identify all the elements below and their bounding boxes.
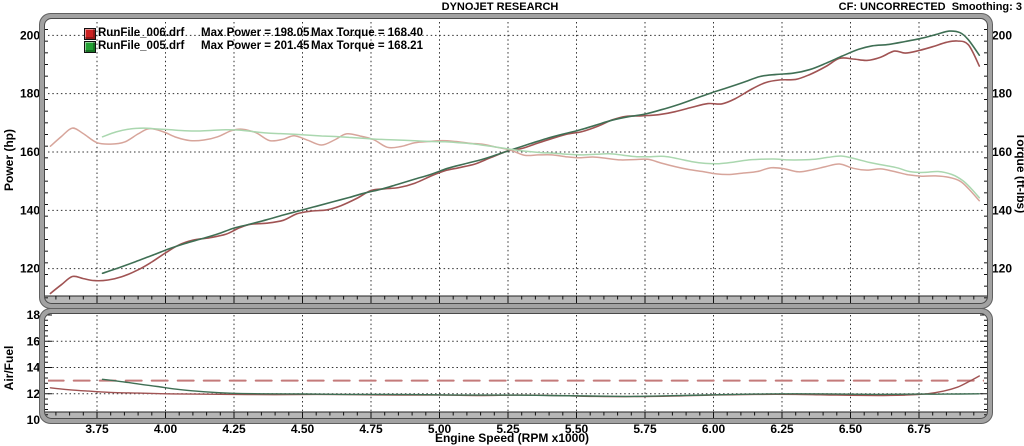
x-tick-label: 6.00 bbox=[702, 422, 726, 436]
main-grid bbox=[48, 22, 984, 296]
run005-file-label: RunFile_005.drf bbox=[98, 40, 185, 52]
afr-y-tick-label-left: 10 bbox=[27, 413, 41, 427]
run006-color-swatch bbox=[84, 28, 96, 40]
main-panel: 200 200 180 180 160 160 140 140 120 120 bbox=[20, 13, 1012, 309]
x-tick-label: 4.00 bbox=[154, 422, 178, 436]
legend-row-run006: RunFile_006.drf Max Power = 198.05 Max T… bbox=[84, 27, 423, 40]
curve-runfile-005-torque-ft-lbs- bbox=[101, 127, 981, 199]
correction-smoothing-label: CF: UNCORRECTED Smoothing: 3 bbox=[838, 1, 1022, 13]
main-x-ticks bbox=[55, 296, 975, 303]
afr-x-ticks bbox=[55, 412, 975, 419]
run006-max-torque: Max Torque = 168.40 bbox=[311, 27, 423, 39]
x-tick-label: 4.50 bbox=[291, 422, 315, 436]
run005-max-power: Max Power = 201.45 bbox=[201, 40, 310, 52]
run005-max-torque: Max Torque = 168.21 bbox=[311, 40, 423, 52]
main-frame bbox=[39, 13, 993, 309]
x-tick-label: 5.75 bbox=[633, 422, 657, 436]
x-tick-label: 5.25 bbox=[496, 422, 520, 436]
main-y-tick-label-right: 140 bbox=[992, 203, 1012, 217]
main-y-tick-label-left: 140 bbox=[20, 203, 40, 217]
x-tick-label: 6.25 bbox=[770, 422, 794, 436]
run-legend: RunFile_006.drf Max Power = 198.05 Max T… bbox=[84, 27, 423, 53]
x-tick-labels: 3.75 4.00 4.25 4.50 4.75 5.00 5.25 5.50 5.75 6.00… bbox=[85, 422, 931, 436]
x-tick-label: 6.50 bbox=[839, 422, 863, 436]
afr-y-tick-label-left: 14 bbox=[27, 361, 41, 375]
main-y-tick-label-left: 200 bbox=[20, 28, 40, 42]
main-y-tick-label-right: 180 bbox=[992, 87, 1012, 101]
x-tick-label: 3.75 bbox=[85, 422, 109, 436]
x-tick-label: 6.75 bbox=[907, 422, 931, 436]
x-tick-label: 5.00 bbox=[428, 422, 452, 436]
main-y-tick-label-left: 160 bbox=[20, 145, 40, 159]
afr-y-tick-label-left: 12 bbox=[27, 387, 41, 401]
afr-panel: 18 16 14 12 10 bbox=[27, 308, 993, 427]
afr-y-tick-label-left: 18 bbox=[27, 308, 41, 322]
run006-max-power: Max Power = 198.05 bbox=[201, 27, 310, 39]
torque-axis-title: Torque (ft-lbs) bbox=[1014, 132, 1024, 214]
main-y-tick-label-right: 120 bbox=[992, 262, 1012, 276]
main-y-tick-label-right: 160 bbox=[992, 145, 1012, 159]
airfuel-axis-title: Air/Fuel bbox=[2, 345, 16, 391]
x-tick-label: 4.25 bbox=[222, 422, 246, 436]
main-axis-bar bbox=[45, 296, 987, 303]
run006-file-label: RunFile_006.drf bbox=[98, 27, 185, 39]
run005-color-swatch bbox=[84, 41, 96, 53]
page-title: DYNOJET RESEARCH bbox=[441, 1, 559, 13]
main-y-tick-label-left: 120 bbox=[20, 262, 40, 276]
power-axis-title: Power (hp) bbox=[2, 129, 16, 191]
afr-axis-bar bbox=[45, 412, 987, 419]
engine-speed-axis-title: Engine Speed (RPM x1000) bbox=[434, 431, 590, 445]
x-tick-label: 5.50 bbox=[565, 422, 589, 436]
curve-runfile-006-torque-ft-lbs- bbox=[49, 127, 981, 202]
main-plot-bg bbox=[44, 18, 988, 307]
main-y-tick-label-right: 200 bbox=[992, 28, 1012, 42]
legend-row-run005: RunFile_005.drf Max Power = 201.45 Max T… bbox=[84, 40, 423, 53]
afr-frame bbox=[39, 308, 993, 424]
afr-y-tick-label-left: 16 bbox=[27, 334, 41, 348]
curve-runfile-005-afr bbox=[101, 378, 980, 398]
curve-runfile-005-power-hp- bbox=[101, 30, 981, 275]
x-tick-label: 4.75 bbox=[359, 422, 383, 436]
main-y-tick-label-left: 180 bbox=[20, 87, 40, 101]
